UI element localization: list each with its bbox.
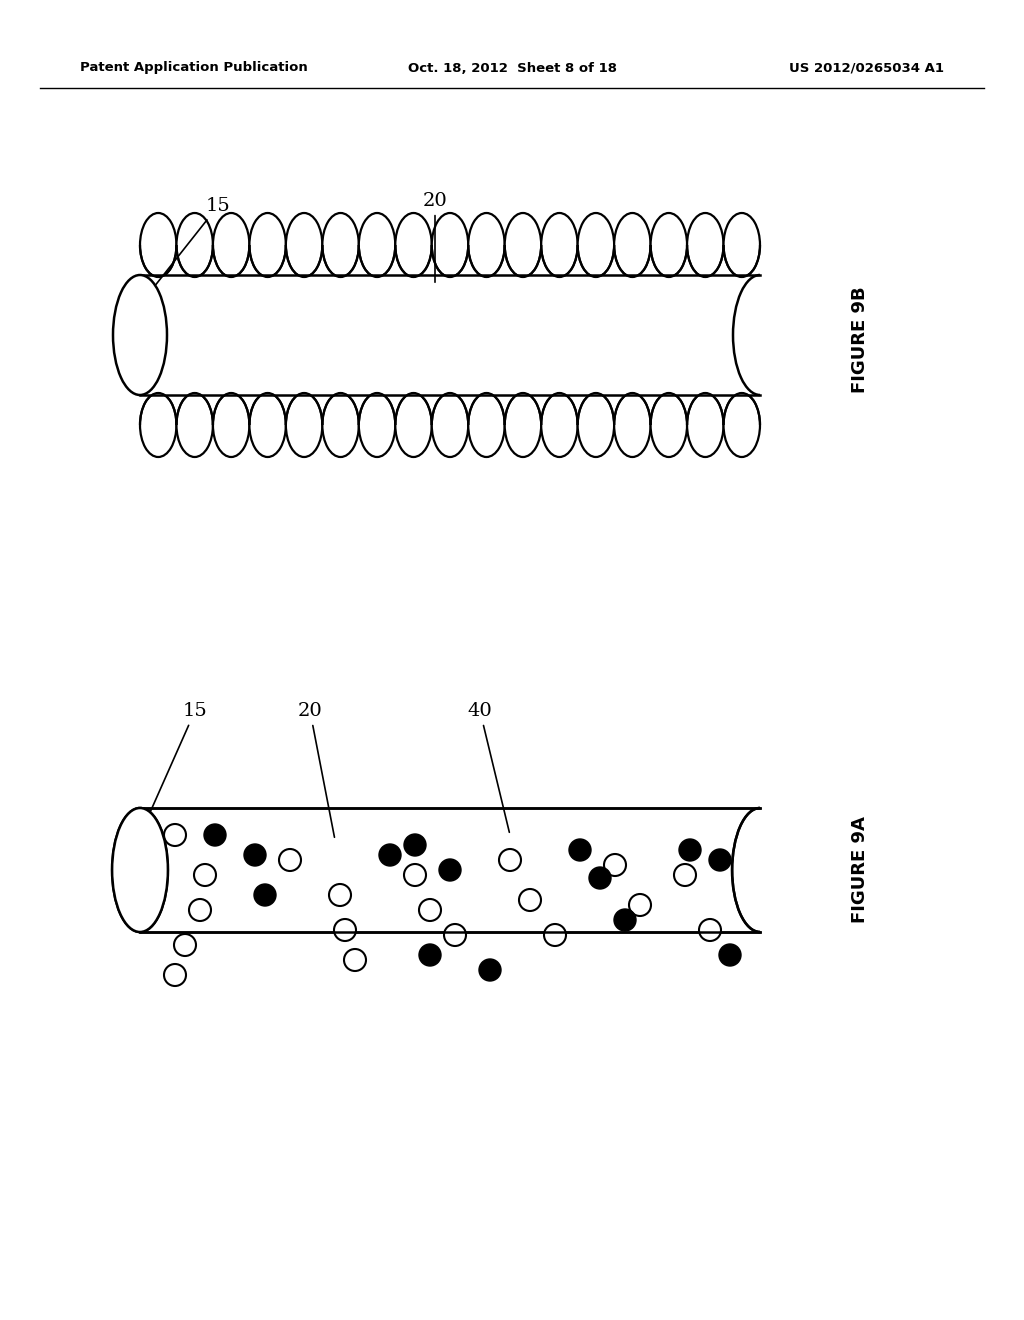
Ellipse shape — [699, 919, 721, 941]
Ellipse shape — [578, 393, 614, 457]
Ellipse shape — [164, 824, 186, 846]
Ellipse shape — [569, 840, 591, 861]
Ellipse shape — [189, 899, 211, 921]
Ellipse shape — [112, 808, 168, 932]
Ellipse shape — [419, 944, 441, 966]
Ellipse shape — [244, 843, 266, 866]
Bar — [140, 275, 760, 395]
Ellipse shape — [614, 213, 650, 277]
Ellipse shape — [250, 393, 286, 457]
Ellipse shape — [250, 213, 286, 277]
Ellipse shape — [213, 213, 250, 277]
Ellipse shape — [140, 213, 176, 277]
Ellipse shape — [404, 834, 426, 855]
Ellipse shape — [724, 213, 760, 277]
Ellipse shape — [674, 865, 696, 886]
Ellipse shape — [140, 393, 176, 457]
Ellipse shape — [604, 854, 626, 876]
Ellipse shape — [164, 964, 186, 986]
Ellipse shape — [505, 213, 541, 277]
Ellipse shape — [541, 393, 578, 457]
Text: Patent Application Publication: Patent Application Publication — [80, 62, 308, 74]
Text: 20: 20 — [298, 702, 335, 837]
Ellipse shape — [286, 213, 323, 277]
Ellipse shape — [358, 213, 395, 277]
Ellipse shape — [589, 867, 611, 888]
Ellipse shape — [334, 919, 356, 941]
Ellipse shape — [650, 393, 687, 457]
Ellipse shape — [709, 849, 731, 871]
Text: US 2012/0265034 A1: US 2012/0265034 A1 — [790, 62, 944, 74]
Ellipse shape — [468, 393, 505, 457]
Ellipse shape — [499, 849, 521, 871]
Text: 15: 15 — [152, 197, 230, 290]
Ellipse shape — [395, 393, 432, 457]
Ellipse shape — [468, 213, 505, 277]
Text: 20: 20 — [423, 191, 447, 282]
Ellipse shape — [323, 393, 358, 457]
Ellipse shape — [395, 213, 432, 277]
Text: Oct. 18, 2012  Sheet 8 of 18: Oct. 18, 2012 Sheet 8 of 18 — [408, 62, 616, 74]
Ellipse shape — [650, 213, 687, 277]
Ellipse shape — [629, 894, 651, 916]
Ellipse shape — [439, 859, 461, 880]
Ellipse shape — [544, 924, 566, 946]
Ellipse shape — [479, 960, 501, 981]
Ellipse shape — [687, 393, 724, 457]
Ellipse shape — [679, 840, 701, 861]
Ellipse shape — [614, 393, 650, 457]
Ellipse shape — [286, 393, 323, 457]
Ellipse shape — [719, 944, 741, 966]
Bar — [140, 808, 760, 932]
Ellipse shape — [404, 865, 426, 886]
Ellipse shape — [578, 213, 614, 277]
Ellipse shape — [432, 393, 468, 457]
Ellipse shape — [279, 849, 301, 871]
Ellipse shape — [112, 808, 168, 932]
Text: FIGURE 9A: FIGURE 9A — [851, 817, 869, 924]
Ellipse shape — [213, 393, 250, 457]
Ellipse shape — [113, 275, 167, 395]
Ellipse shape — [358, 393, 395, 457]
Text: 40: 40 — [468, 702, 509, 833]
Ellipse shape — [432, 213, 468, 277]
Ellipse shape — [419, 899, 441, 921]
Ellipse shape — [344, 949, 366, 972]
Text: 15: 15 — [141, 702, 208, 833]
Ellipse shape — [329, 884, 351, 906]
Ellipse shape — [614, 909, 636, 931]
Ellipse shape — [176, 213, 213, 277]
Ellipse shape — [174, 935, 196, 956]
Ellipse shape — [254, 884, 276, 906]
Ellipse shape — [204, 824, 226, 846]
Ellipse shape — [687, 213, 724, 277]
Ellipse shape — [505, 393, 541, 457]
Text: FIGURE 9B: FIGURE 9B — [851, 286, 869, 393]
Ellipse shape — [519, 888, 541, 911]
Ellipse shape — [176, 393, 213, 457]
Ellipse shape — [541, 213, 578, 277]
Ellipse shape — [379, 843, 401, 866]
Ellipse shape — [323, 213, 358, 277]
Ellipse shape — [194, 865, 216, 886]
Ellipse shape — [444, 924, 466, 946]
Ellipse shape — [724, 393, 760, 457]
